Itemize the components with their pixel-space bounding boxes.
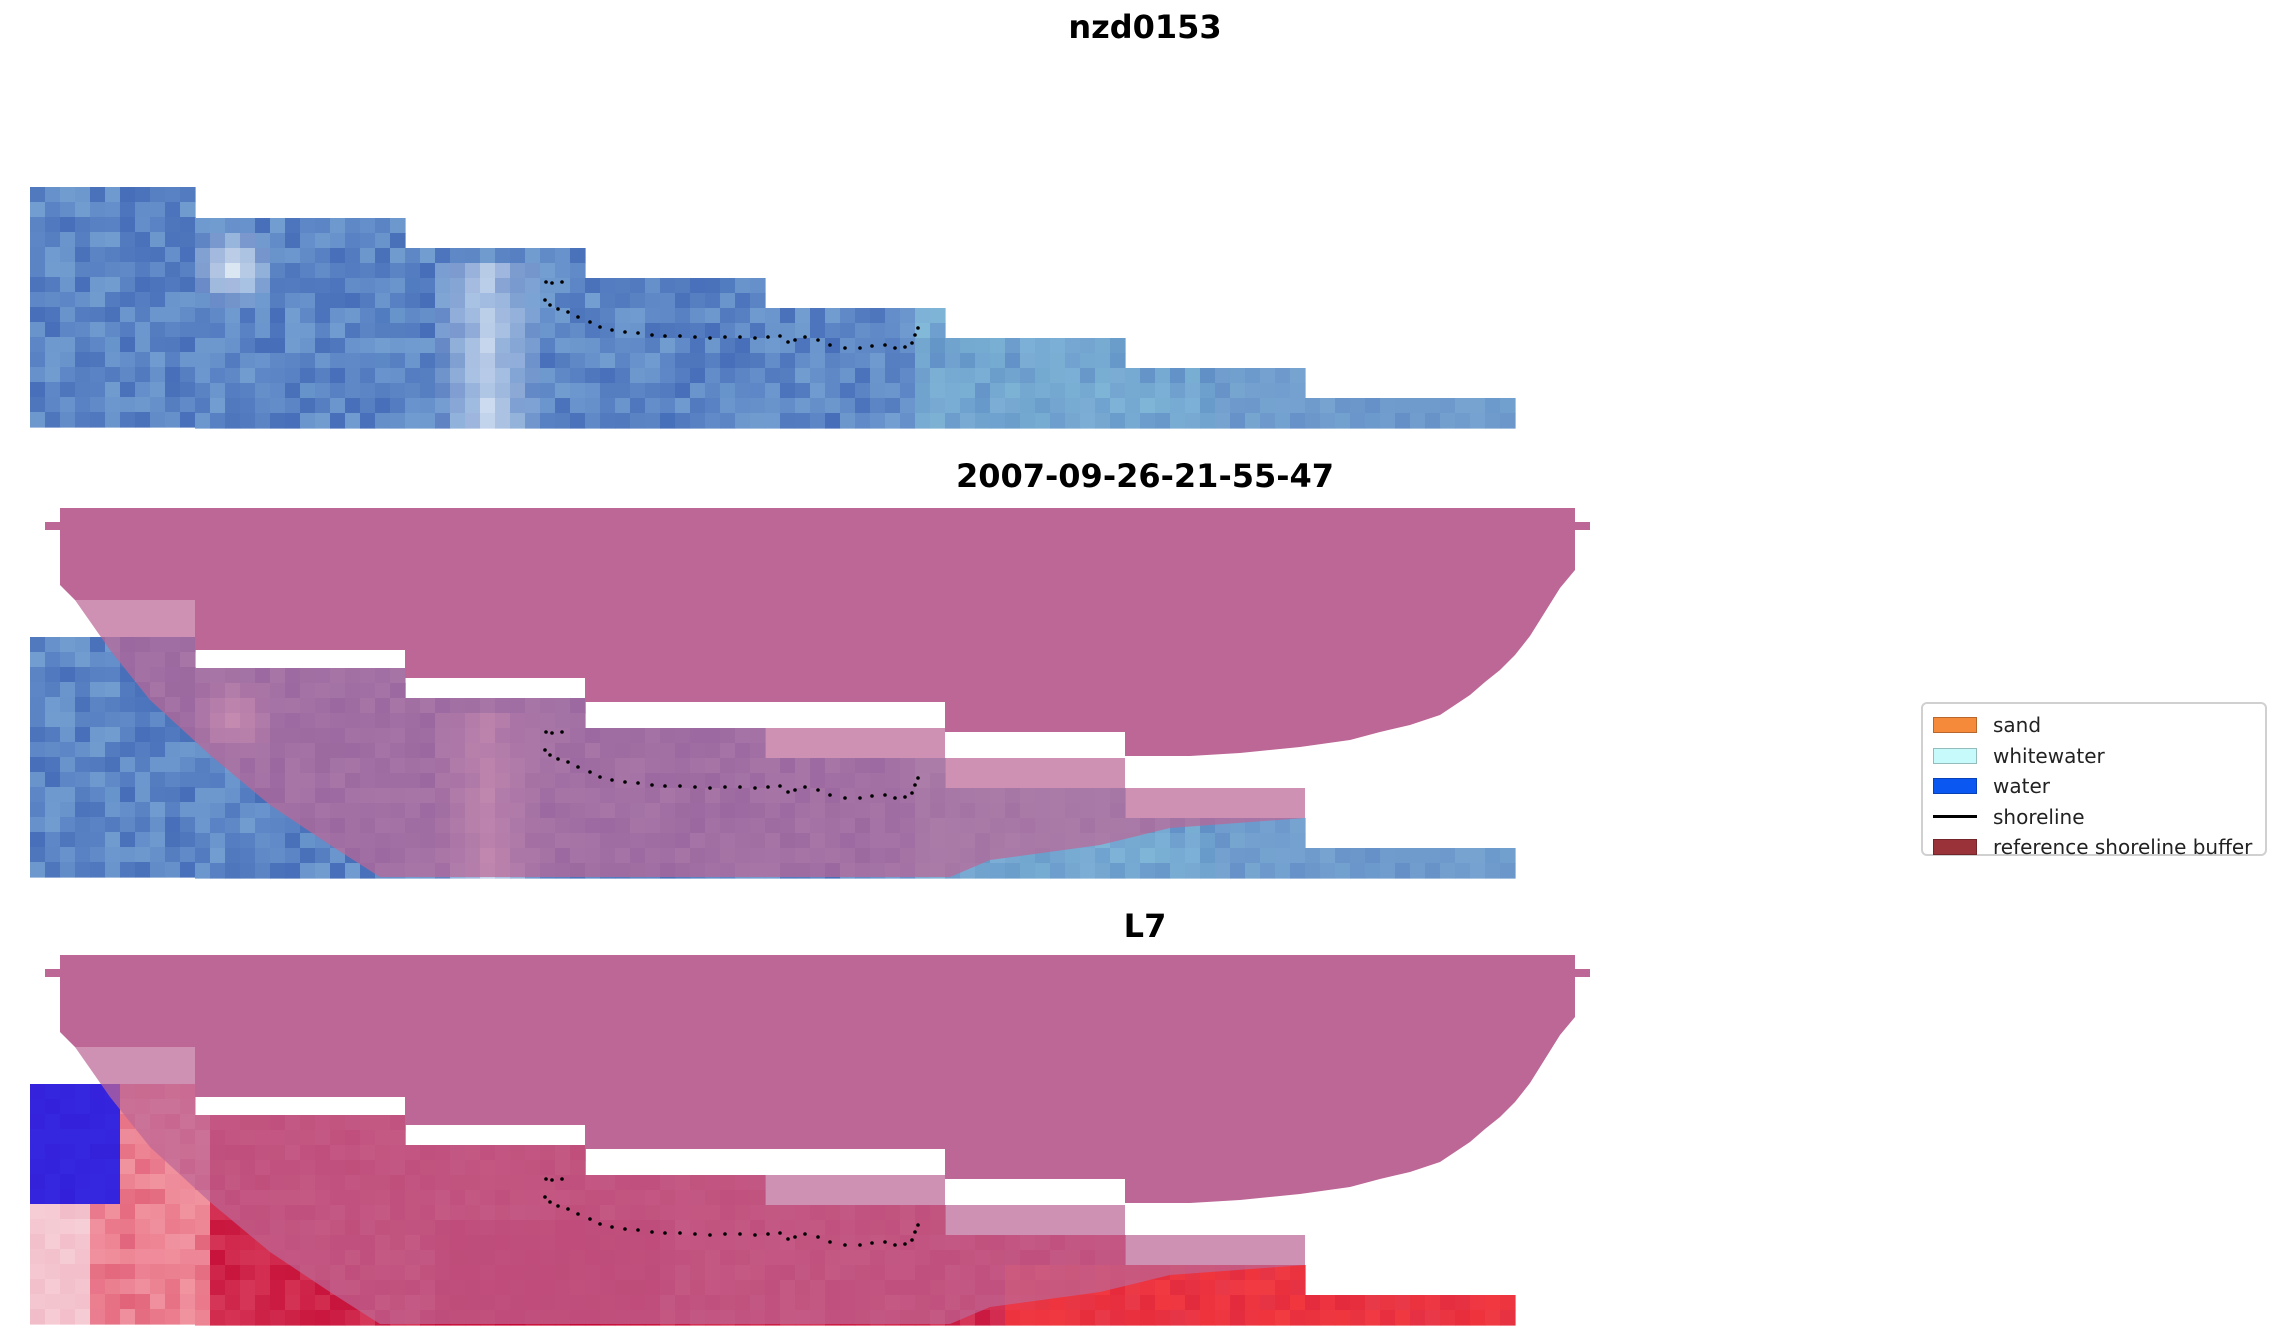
shoreline-line-swatch [1933, 815, 1977, 819]
legend-label-shoreline: shoreline [1993, 804, 2085, 829]
legend-item-water: water [1933, 771, 2255, 802]
panel-3-title: L7 [0, 907, 2284, 947]
index-with-buffer-image [30, 955, 1590, 1326]
reference-shoreline-buffer [45, 955, 1590, 1203]
reference-shoreline-buffer [45, 508, 1590, 756]
panel-1-title-text: nzd0153 [1068, 8, 1222, 46]
shoreline [543, 730, 920, 800]
legend: sand whitewater water shoreline referenc… [1921, 702, 2267, 859]
shoreline [543, 1177, 920, 1247]
shoreline [543, 280, 920, 350]
legend-item-whitewater: whitewater [1933, 741, 2255, 772]
legend-label-whitewater: whitewater [1993, 743, 2105, 768]
reference-shoreline-buffer-overlay [75, 600, 1305, 877]
panel-1-title: nzd0153 [0, 8, 2284, 48]
satellite-rgb-image [30, 187, 1516, 429]
legend-item-reference-buffer: reference shoreline buffer [1933, 832, 2255, 863]
reference-shoreline-buffer-overlay [75, 1047, 1305, 1324]
rgb-with-buffer-image [30, 508, 1590, 879]
legend-label-water: water [1993, 774, 2050, 799]
panel-2-title: 2007-09-26-21-55-47 [0, 457, 2284, 497]
legend-item-sand: sand [1933, 710, 2255, 741]
sand-swatch [1933, 717, 1977, 734]
whitewater-swatch [1933, 747, 1977, 764]
legend-item-shoreline: shoreline [1933, 802, 2255, 833]
water-swatch [1933, 778, 1977, 795]
image-pixels [30, 187, 1516, 429]
panel-3-title-text: L7 [1123, 907, 1167, 945]
reference-buffer-swatch [1933, 839, 1977, 856]
panel-2-title-text: 2007-09-26-21-55-47 [955, 457, 1335, 495]
legend-label-sand: sand [1993, 713, 2042, 738]
legend-label-reference-buffer: reference shoreline buffer [1993, 835, 2253, 860]
